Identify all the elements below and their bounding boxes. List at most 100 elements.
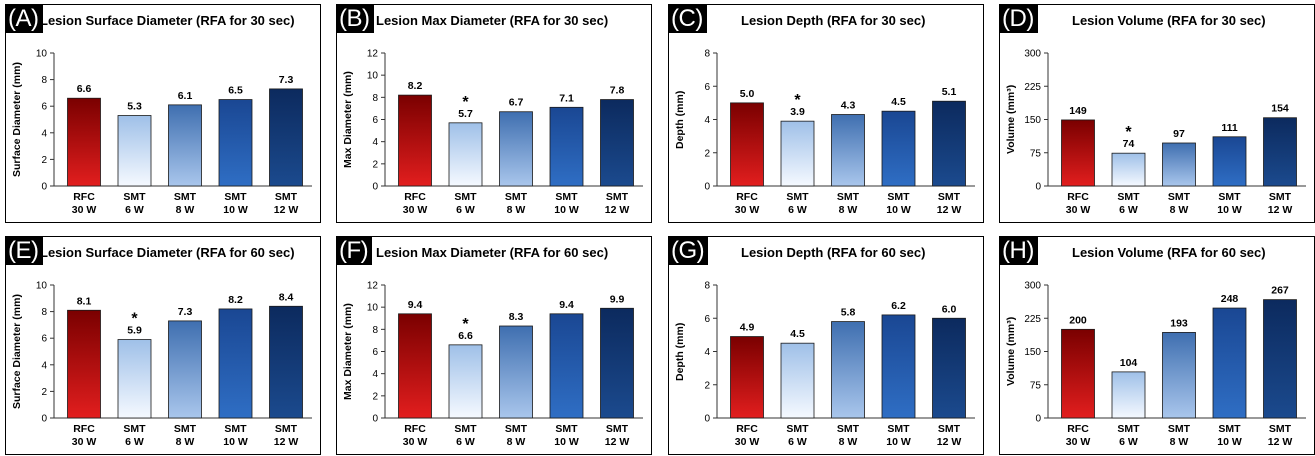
y-tick-label: 4 <box>372 137 378 148</box>
x-tick-label: SMT <box>786 423 809 435</box>
x-tick-label: 6 W <box>125 436 144 448</box>
panel-label: (A) <box>6 5 43 33</box>
bar-3 <box>1162 332 1196 419</box>
value-label: 111 <box>1221 122 1238 134</box>
x-tick-label: 8 W <box>839 436 858 448</box>
bar-2 <box>1111 152 1146 187</box>
x-tick-label: RFC <box>736 191 758 203</box>
chart-title: Lesion Surface Diameter (RFA for 60 sec) <box>40 245 295 260</box>
x-tick-label: SMT <box>1269 191 1292 203</box>
y-tick-label: 0 <box>41 414 47 425</box>
bar-1 <box>730 336 764 419</box>
y-tick-label: 4 <box>704 115 710 126</box>
y-tick-label: 2 <box>372 391 378 402</box>
y-tick-label: 300 <box>1024 281 1041 292</box>
panel-a: (A) Lesion Surface Diameter (RFA for 30 … <box>5 4 321 223</box>
value-label: 248 <box>1221 293 1239 305</box>
x-tick-label: 8 W <box>1170 436 1189 448</box>
x-tick-label: RFC <box>404 423 426 435</box>
y-tick-label: 6 <box>41 334 47 345</box>
x-tick-label: SMT <box>1218 191 1241 203</box>
chart-title: Lesion Volume (RFA for 30 sec) <box>1072 13 1266 28</box>
value-label: 5.7 <box>458 108 473 120</box>
x-tick-label: SMT <box>1218 423 1241 435</box>
x-tick-label: 8 W <box>176 204 195 216</box>
value-label: 5.1 <box>942 86 957 98</box>
bar-2 <box>117 115 152 187</box>
y-tick-label: 8 <box>41 307 47 318</box>
value-label: 9.9 <box>610 293 625 305</box>
x-tick-label: SMT <box>837 423 860 435</box>
value-label: 7.3 <box>178 306 193 318</box>
y-tick-label: 0 <box>704 414 710 425</box>
value-label: 4.5 <box>790 328 805 340</box>
chart-title: Lesion Depth (RFA for 60 sec) <box>741 245 926 260</box>
value-label: 8.2 <box>228 294 243 306</box>
y-tick-label: 6 <box>704 82 710 93</box>
x-tick-label: SMT <box>606 191 629 203</box>
y-tick-label: 150 <box>1024 115 1041 126</box>
y-tick-label: 8 <box>704 49 710 60</box>
y-tick-label: 8 <box>372 325 378 336</box>
value-label: 5.3 <box>127 101 142 113</box>
x-tick-label: RFC <box>73 423 95 435</box>
x-tick-label: SMT <box>555 191 578 203</box>
value-label: 74 <box>1123 138 1135 150</box>
x-tick-label: SMT <box>1168 191 1191 203</box>
value-label: 5.0 <box>740 88 755 100</box>
x-tick-label: SMT <box>123 191 146 203</box>
panel-label: (F) <box>337 237 373 265</box>
x-tick-label: SMT <box>837 191 860 203</box>
bar-1 <box>398 94 432 187</box>
x-tick-label: 6 W <box>788 204 807 216</box>
bar-1 <box>1061 328 1095 419</box>
y-tick-label: 6 <box>372 347 378 358</box>
y-tick-label: 12 <box>367 281 379 292</box>
y-tick-label: 300 <box>1024 49 1041 60</box>
y-tick-label: 2 <box>372 159 378 170</box>
value-label: 149 <box>1069 105 1087 117</box>
x-tick-label: SMT <box>938 423 961 435</box>
panel-label: (G) <box>669 237 709 265</box>
y-tick-label: 0 <box>704 182 710 193</box>
y-tick-label: 6 <box>372 115 378 126</box>
y-tick-label: 0 <box>372 414 378 425</box>
panel-d: (D) Lesion Volume (RFA for 30 sec) Volum… <box>999 4 1315 223</box>
panel-label: (B) <box>337 5 374 33</box>
x-tick-label: 12 W <box>1268 436 1293 448</box>
x-tick-label: SMT <box>224 423 247 435</box>
x-tick-label: 8 W <box>507 436 526 448</box>
y-tick-label: 4 <box>41 128 47 139</box>
bar-3 <box>499 325 533 419</box>
bar-1 <box>1061 119 1095 187</box>
bar-2 <box>448 344 483 419</box>
bar-2 <box>117 339 152 419</box>
bar-2 <box>780 342 815 419</box>
x-tick-label: 12 W <box>274 204 299 216</box>
x-tick-label: 30 W <box>72 204 97 216</box>
chart-title: Lesion Max Diameter (RFA for 60 sec) <box>376 245 609 260</box>
x-tick-label: 6 W <box>788 436 807 448</box>
chart-title: Lesion Volume (RFA for 60 sec) <box>1072 245 1266 260</box>
value-label: 193 <box>1170 317 1188 329</box>
value-label: 4.3 <box>841 100 856 112</box>
chart-title: Lesion Depth (RFA for 30 sec) <box>741 13 926 28</box>
value-label: 5.8 <box>841 307 856 319</box>
y-tick-label: 12 <box>367 49 379 60</box>
value-label: 6.5 <box>228 85 243 97</box>
bar-2 <box>780 120 815 187</box>
panel-e: (E) Lesion Surface Diameter (RFA for 60 … <box>5 236 321 455</box>
bar-2 <box>448 122 483 187</box>
x-tick-label: 30 W <box>735 204 760 216</box>
value-label: 104 <box>1120 357 1138 369</box>
value-label: 4.5 <box>891 96 906 108</box>
bar-4 <box>881 314 916 419</box>
y-tick-label: 0 <box>41 182 47 193</box>
x-tick-label: 10 W <box>223 436 248 448</box>
panel-g: (G) Lesion Depth (RFA for 60 sec) Depth … <box>668 236 984 455</box>
value-label: 8.4 <box>279 291 294 303</box>
bar-3 <box>499 111 533 187</box>
